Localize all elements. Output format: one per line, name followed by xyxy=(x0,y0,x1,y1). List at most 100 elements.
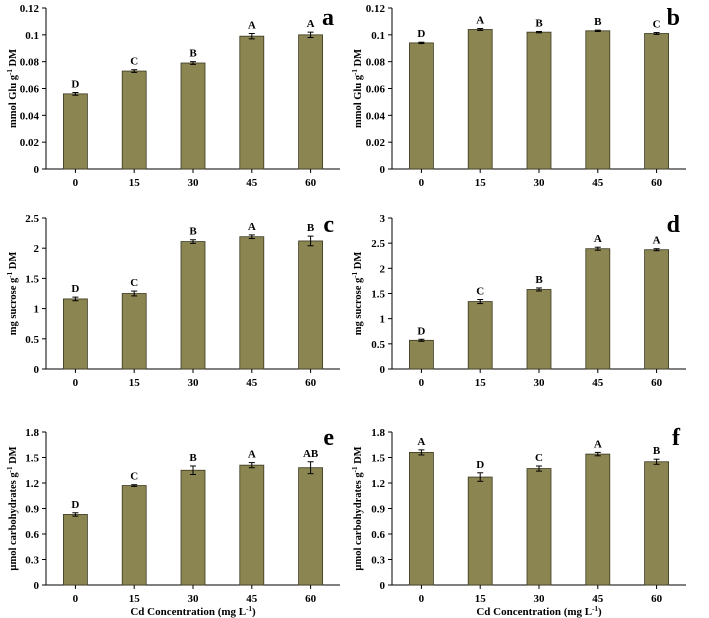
bar xyxy=(408,339,434,370)
y-tick-label: 1.8 xyxy=(371,427,385,439)
y-axis-label: mg sucrose g-1 DM xyxy=(351,252,364,336)
bar xyxy=(467,301,493,370)
chart-panel-b: 0 0.02 0.04 0.06 0.08 0.1 0.12 D 0 A 15 B 30 B 45 C 60 b m… xyxy=(351,3,686,189)
x-tick-label: 60 xyxy=(651,593,663,605)
significance-letter: C xyxy=(535,452,543,464)
bar xyxy=(526,468,552,586)
y-tick-label: 0.1 xyxy=(25,30,39,42)
bar xyxy=(63,298,88,370)
significance-letter: D xyxy=(417,325,425,337)
chart-panel-e: 0 0.3 0.6 0.9 1.2 1.5 1.8 D 0 C 15 B 30 A 45 AB 60 e µmol … xyxy=(6,425,340,618)
x-tick-label: 45 xyxy=(246,593,258,605)
x-tick-label: 0 xyxy=(73,377,79,389)
y-tick-label: 0.3 xyxy=(25,555,39,567)
significance-letter: A xyxy=(417,436,425,448)
x-tick-label: 45 xyxy=(592,377,604,389)
x-tick-label: 15 xyxy=(129,377,141,389)
x-tick-label: 30 xyxy=(188,177,200,189)
x-tick-label: 15 xyxy=(475,177,487,189)
bar xyxy=(467,29,493,170)
bar xyxy=(526,31,552,170)
significance-letter: A xyxy=(594,233,602,245)
chart-panel-c: 0 0.5 1 1.5 2 2.5 D 0 C 15 B 30 A 45 B 60 c mg sucrose g-… xyxy=(6,212,340,389)
y-tick-label: 1.5 xyxy=(371,289,385,301)
y-tick-label: 0.04 xyxy=(20,110,40,122)
bar xyxy=(298,467,324,586)
bar xyxy=(585,248,611,370)
y-tick-label: 0 xyxy=(34,364,40,376)
y-tick-label: 1.5 xyxy=(25,273,39,285)
significance-letter: D xyxy=(71,283,79,295)
bar xyxy=(180,469,206,586)
y-tick-label: 0.9 xyxy=(371,504,385,516)
bar xyxy=(180,241,206,370)
y-tick-label: 0.1 xyxy=(371,30,385,42)
x-tick-label: 0 xyxy=(73,177,79,189)
significance-letter: D xyxy=(71,79,79,91)
y-tick-label: 0 xyxy=(34,580,40,592)
significance-letter: C xyxy=(476,286,484,298)
y-tick-label: 0.02 xyxy=(366,137,386,149)
significance-letter: C xyxy=(653,19,661,31)
x-tick-label: 0 xyxy=(419,593,425,605)
significance-letter: A xyxy=(476,15,484,27)
significance-letter: D xyxy=(71,499,79,511)
significance-letter: A xyxy=(307,18,315,30)
bar xyxy=(644,33,669,170)
x-tick-label: 15 xyxy=(475,377,487,389)
bar xyxy=(526,289,552,370)
significance-letter: A xyxy=(594,438,602,450)
x-tick-label: 15 xyxy=(129,593,141,605)
x-axis-label: Cd Concentration (mg L-1) xyxy=(476,605,602,618)
x-tick-label: 0 xyxy=(419,177,425,189)
y-tick-label: 0.08 xyxy=(20,57,40,69)
x-tick-label: 15 xyxy=(129,177,141,189)
panel-letter: a xyxy=(322,5,334,31)
bar xyxy=(644,249,669,370)
y-axis-label: mmol Glu g-1 DM xyxy=(351,49,364,128)
bar xyxy=(121,70,147,170)
x-tick-label: 60 xyxy=(651,177,663,189)
panel-letter: c xyxy=(323,212,334,238)
x-tick-label: 60 xyxy=(305,377,317,389)
y-tick-label: 1.8 xyxy=(25,427,39,439)
bar xyxy=(644,461,669,586)
significance-letter: D xyxy=(476,459,484,471)
x-tick-label: 30 xyxy=(534,377,546,389)
y-axis-label: µmol carbohydrates g-1 DM xyxy=(6,446,19,570)
y-tick-label: 0.04 xyxy=(366,110,386,122)
bar xyxy=(121,485,147,586)
bar xyxy=(408,42,434,170)
x-tick-label: 60 xyxy=(305,177,317,189)
y-tick-label: 0.08 xyxy=(366,57,386,69)
chart-panel-f: 0 0.3 0.6 0.9 1.2 1.5 1.8 A 0 D 15 C 30 A 45 B 60 f µmol c… xyxy=(351,425,686,618)
significance-letter: A xyxy=(653,235,661,247)
significance-letter: A xyxy=(248,19,256,31)
significance-letter: B xyxy=(307,222,315,234)
significance-letter: B xyxy=(189,226,197,238)
significance-letter: AB xyxy=(303,448,319,460)
significance-letter: B xyxy=(594,16,602,28)
y-tick-label: 0.02 xyxy=(20,137,40,149)
significance-letter: B xyxy=(189,452,197,464)
bar xyxy=(298,34,324,170)
y-axis-label: mg sucrose g-1 DM xyxy=(6,252,19,336)
y-tick-label: 1 xyxy=(34,304,40,316)
panel-letter: f xyxy=(672,425,681,451)
panel-letter: d xyxy=(667,212,681,238)
x-tick-label: 30 xyxy=(188,593,200,605)
y-tick-label: 2 xyxy=(380,263,386,275)
chart-panel-a: 0 0.02 0.04 0.06 0.08 0.1 0.12 D 0 C 15 B 30 A 45 A 60 a m… xyxy=(6,3,340,189)
x-tick-label: 45 xyxy=(246,177,258,189)
bar xyxy=(467,476,493,586)
x-tick-label: 15 xyxy=(475,593,487,605)
panel-letter: e xyxy=(323,425,334,451)
y-tick-label: 0.5 xyxy=(25,334,39,346)
y-tick-label: 0 xyxy=(380,164,386,176)
x-axis-label: Cd Concentration (mg L-1) xyxy=(130,605,256,618)
bar xyxy=(239,464,265,586)
significance-letter: B xyxy=(653,445,661,457)
x-tick-label: 45 xyxy=(592,177,604,189)
x-tick-label: 0 xyxy=(419,377,425,389)
